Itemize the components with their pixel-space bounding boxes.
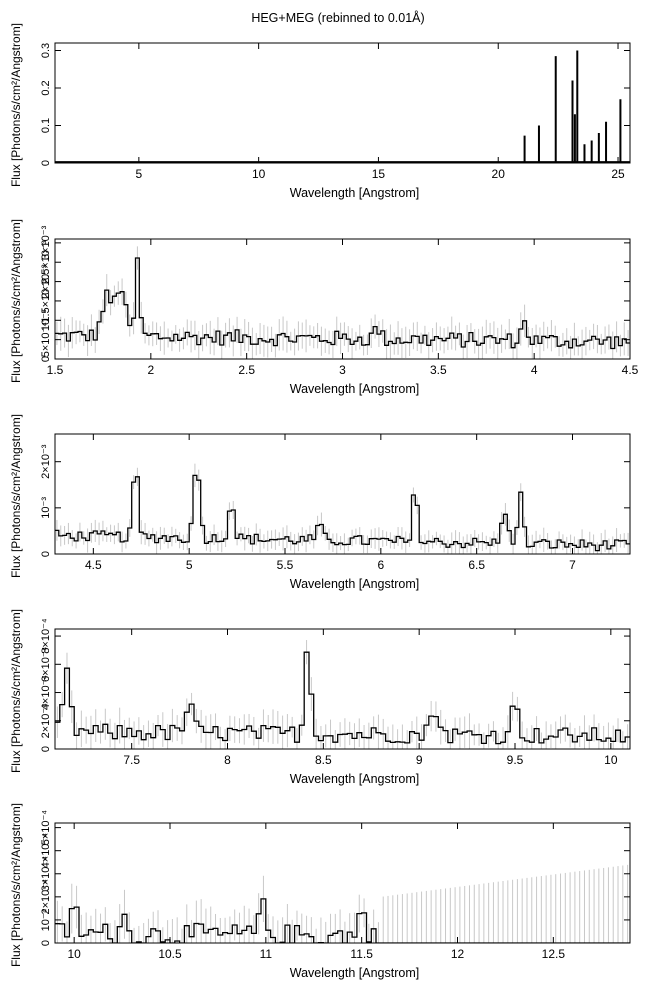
x-tick-label: 1.5 (47, 363, 64, 377)
y-axis-label: Flux [Photons/s/cm²/Angstrom] (9, 609, 23, 773)
plot-frame (54, 822, 631, 944)
x-tick-label: 7.5 (123, 753, 140, 767)
x-tick-label: 11 (260, 947, 273, 961)
x-tick-label: 12 (451, 947, 465, 961)
x-tick-label: 5 (186, 558, 193, 572)
y-tick-label: 1.5×10⁻³ (40, 279, 52, 323)
chart-panel-4: 7.5 8 8.5 9 9.5 10 0 2×10⁻⁴4×10⁻⁴6×10⁻⁴8×10⁻⁴ Wa… (9, 609, 631, 786)
x-tick-label: 4.5 (622, 363, 639, 377)
x-tick-label: 3.5 (430, 363, 447, 377)
plot-frame (54, 42, 631, 164)
x-tick-label: 8.5 (315, 753, 332, 767)
y-tick-label: 4×10⁻⁴ (40, 833, 52, 869)
y-tick-label: 2×10⁻⁴ (40, 879, 52, 915)
y-tick-label: 0.2 (40, 80, 52, 95)
y-tick-label: 6×10⁻⁴ (40, 646, 52, 682)
y-tick-label: 5×10⁻⁴ (40, 322, 52, 358)
y-tick-label: 2.5×10⁻³ (40, 240, 52, 284)
x-axis-label: Wavelength [Angstrom] (290, 186, 419, 200)
spectrum-histogram (55, 651, 630, 745)
x-tick-label: 12.5 (542, 947, 566, 961)
x-tick-label: 2 (147, 363, 154, 377)
y-tick-label: 8×10⁻⁴ (40, 618, 52, 654)
x-tick-label: 7 (569, 558, 576, 572)
x-axis-label: Wavelength [Angstrom] (290, 577, 419, 591)
figure-title: HEG+MEG (rebinned to 0.01Å) (251, 10, 424, 25)
chart-panel-2: 1.5 2 2.5 3 3.5 4 4.5 05×10⁻⁴10⁻³1.5×10⁻³2×10⁻³… (9, 219, 639, 396)
y-tick-label: 0.3 (40, 43, 52, 58)
y-tick-label: 10⁻⁴ (40, 908, 52, 931)
y-tick-label: 0 (40, 940, 52, 946)
plot-frame (54, 628, 631, 750)
y-axis-label: Flux [Photons/s/cm²/Angstrom] (9, 23, 23, 187)
x-tick-label: 5 (136, 167, 143, 181)
chart-panel-3: 4.5 5 5.5 6 6.5 7 0 10⁻³ 2×10⁻³ Wavelength [Angst… (9, 414, 631, 591)
x-tick-label: 25 (611, 167, 625, 181)
y-tick-label: 5×10⁻⁴ (40, 810, 52, 846)
x-tick-label: 20 (492, 167, 506, 181)
x-tick-label: 4.5 (85, 558, 102, 572)
spectrum-histogram (55, 474, 630, 552)
chart-panel-1: 5 10 15 20 25 0 0.1 0.2 0.3 Wavelength [Angstrom]… (9, 23, 631, 200)
x-tick-label: 10 (67, 947, 81, 961)
x-tick-label: 10 (252, 167, 266, 181)
x-tick-label: 10.5 (158, 947, 182, 961)
x-tick-label: 9 (416, 753, 423, 767)
y-tick-label: 0.1 (40, 118, 52, 133)
x-tick-label: 6 (377, 558, 384, 572)
y-tick-label: 3×10⁻⁴ (40, 856, 52, 892)
plot-frame (54, 433, 631, 555)
x-tick-label: 2.5 (238, 363, 255, 377)
spectrum-histogram (55, 898, 630, 943)
y-tick-label: 0 (40, 160, 52, 166)
x-tick-label: 9.5 (507, 753, 524, 767)
y-tick-label: 3×10⁻³ (40, 225, 52, 260)
x-axis-label: Wavelength [Angstrom] (290, 772, 419, 786)
y-tick-label: 2×10⁻⁴ (40, 703, 52, 739)
x-tick-label: 11.5 (350, 947, 373, 961)
y-axis-label: Flux [Photons/s/cm²/Angstrom] (9, 803, 23, 967)
x-axis-label: Wavelength [Angstrom] (290, 382, 419, 396)
x-tick-label: 15 (372, 167, 386, 181)
y-tick-label: 4×10⁻⁴ (40, 675, 52, 711)
x-tick-label: 10 (604, 753, 618, 767)
x-tick-label: 6.5 (468, 558, 485, 572)
x-tick-label: 3 (339, 363, 346, 377)
y-tick-label: 10⁻³ (40, 497, 52, 519)
spectrum-histogram (55, 257, 630, 350)
y-axis-label: Flux [Photons/s/cm²/Angstrom] (9, 219, 23, 383)
y-tick-label: 2×10⁻³ (40, 444, 52, 479)
y-tick-label: 0 (40, 551, 52, 557)
x-axis-label: Wavelength [Angstrom] (290, 966, 419, 980)
chart-panel-5: 10 10.5 11 11.5 12 12.5 0 10⁻⁴2×10⁻⁴3×10⁻⁴4×10⁻… (9, 803, 631, 980)
x-tick-label: 4 (531, 363, 538, 377)
y-tick-label: 0 (40, 356, 52, 362)
y-axis-label: Flux [Photons/s/cm²/Angstrom] (9, 414, 23, 578)
y-tick-label: 10⁻³ (40, 309, 52, 331)
y-tick-label: 0 (40, 746, 52, 752)
x-tick-label: 5.5 (277, 558, 294, 572)
x-tick-label: 8 (224, 753, 231, 767)
y-tick-label: 2×10⁻³ (40, 264, 52, 299)
